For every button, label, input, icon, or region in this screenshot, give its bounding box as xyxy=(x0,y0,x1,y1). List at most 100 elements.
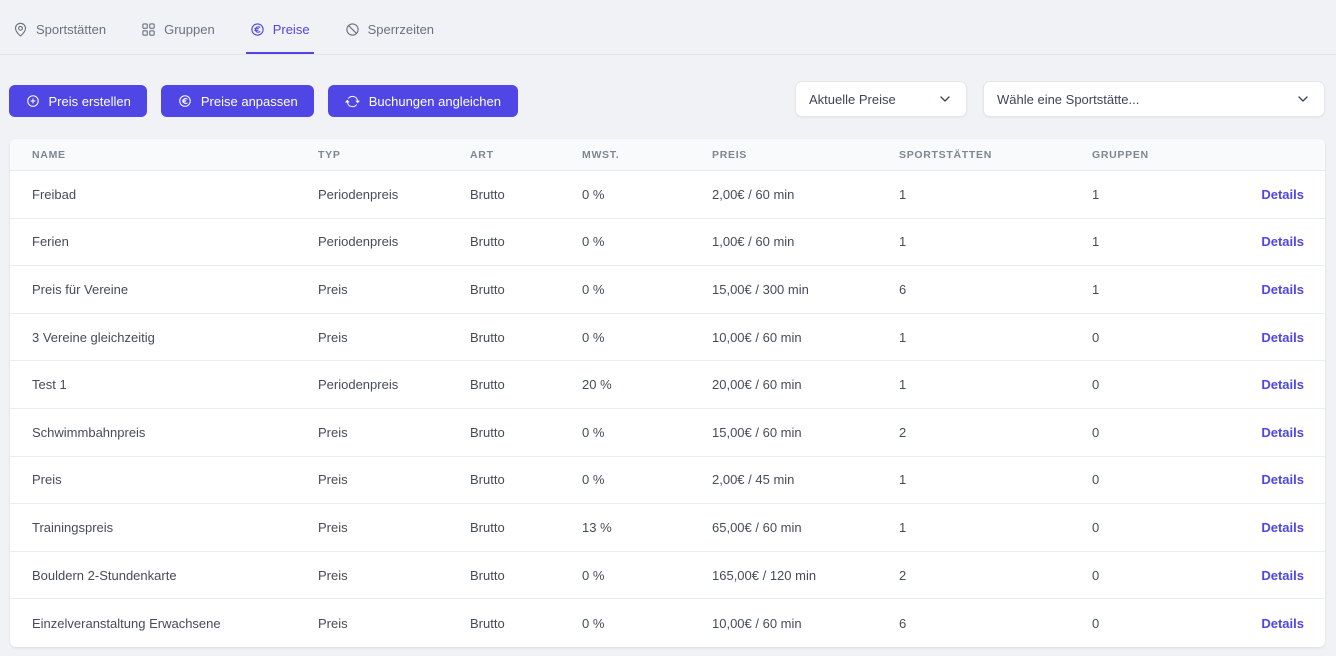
cell-preis: 10,00€ / 60 min xyxy=(712,615,802,631)
cell-art: Brutto xyxy=(470,472,505,488)
cell-name: Einzelveranstaltung Erwachsene xyxy=(32,615,221,631)
details-link[interactable]: Details xyxy=(1261,567,1304,583)
cell-art: Brutto xyxy=(470,281,505,297)
tab-label: Gruppen xyxy=(164,21,215,37)
cell-name: Ferien xyxy=(32,234,69,250)
details-link[interactable]: Details xyxy=(1261,234,1304,250)
cell-preis: 15,00€ / 300 min xyxy=(712,281,809,297)
button-label: Preise anpassen xyxy=(200,93,298,109)
cell-mwst: 0 % xyxy=(582,234,605,250)
column-header-name: Name xyxy=(32,148,66,161)
cell-mwst: 0 % xyxy=(582,567,605,583)
table-row: Trainingspreis Preis Brutto 13 % 65,00€ / 60… xyxy=(10,504,1325,552)
cell-preis: 10,00€ / 60 min xyxy=(712,329,802,345)
table-row: Bouldern 2-Stundenkarte Preis Brutto 0 % 165… xyxy=(10,552,1325,600)
cell-sportstaetten: 1 xyxy=(899,472,907,488)
tab-preise[interactable]: Preise xyxy=(245,6,314,54)
cell-typ: Preis xyxy=(318,567,348,583)
cell-name: 3 Vereine gleichzeitig xyxy=(32,329,155,345)
toolbar: Preis erstellen Preise anpassen Buchunge… xyxy=(9,81,1325,117)
cell-typ: Periodenpreis xyxy=(318,377,399,393)
adjust-prices-button[interactable]: Preise anpassen xyxy=(161,85,315,117)
cell-art: Brutto xyxy=(470,567,505,583)
prices-table-card: Name Typ Art MwSt. Preis Sportstätten Gruppen … xyxy=(10,139,1325,647)
cell-preis: 65,00€ / 60 min xyxy=(712,519,802,535)
cell-gruppen: 0 xyxy=(1092,377,1100,393)
plus-circle-icon xyxy=(26,95,39,107)
tab-label: Sperrzeiten xyxy=(367,21,435,37)
cell-preis: 165,00€ / 120 min xyxy=(712,567,817,583)
table-row: Preis für Vereine Preis Brutto 0 % 15,00€ / … xyxy=(10,266,1325,314)
cell-sportstaetten: 1 xyxy=(899,234,907,250)
column-header-art: Art xyxy=(470,148,494,161)
cell-mwst: 0 % xyxy=(582,424,605,440)
cell-art: Brutto xyxy=(470,186,505,202)
euro-circle-icon xyxy=(251,22,264,36)
cell-art: Brutto xyxy=(470,377,505,393)
cell-gruppen: 0 xyxy=(1092,329,1100,345)
facility-select-placeholder: Wähle eine Sportstätte... xyxy=(997,91,1140,107)
cell-name: Trainingspreis xyxy=(32,519,114,535)
cell-art: Brutto xyxy=(470,424,505,440)
cell-name: Preis xyxy=(32,472,62,488)
cell-name: Schwimmbahnpreis xyxy=(32,424,146,440)
cell-art: Brutto xyxy=(470,615,505,631)
cell-name: Test 1 xyxy=(32,377,67,393)
price-state-value: Aktuelle Preise xyxy=(809,91,896,107)
cell-mwst: 0 % xyxy=(582,472,605,488)
cell-preis: 2,00€ / 45 min xyxy=(712,472,795,488)
column-header-typ: Typ xyxy=(318,148,341,161)
cell-gruppen: 0 xyxy=(1092,424,1100,440)
cell-name: Preis für Vereine xyxy=(32,281,129,297)
cell-mwst: 20 % xyxy=(582,377,612,393)
cell-mwst: 13 % xyxy=(582,519,612,535)
details-link[interactable]: Details xyxy=(1261,377,1304,393)
chevron-down-icon xyxy=(1298,96,1308,102)
details-link[interactable]: Details xyxy=(1261,424,1304,440)
details-link[interactable]: Details xyxy=(1261,186,1304,202)
tab-label: Sportstätten xyxy=(36,21,107,37)
cell-name: Freibad xyxy=(32,186,77,202)
align-bookings-button[interactable]: Buchungen angleichen xyxy=(328,85,518,117)
button-label: Preis erstellen xyxy=(48,93,131,109)
cell-preis: 15,00€ / 60 min xyxy=(712,424,802,440)
cell-preis: 2,00€ / 60 min xyxy=(712,186,795,202)
button-label: Buchungen angleichen xyxy=(368,93,501,109)
cell-sportstaetten: 6 xyxy=(899,615,907,631)
cell-typ: Preis xyxy=(318,329,348,345)
table-row: 3 Vereine gleichzeitig Preis Brutto 0 % 10,0… xyxy=(10,314,1325,362)
cell-typ: Periodenpreis xyxy=(318,234,399,250)
cell-mwst: 0 % xyxy=(582,615,605,631)
column-header-preis: Preis xyxy=(712,148,748,161)
details-link[interactable]: Details xyxy=(1261,472,1304,488)
column-header-gruppen: Gruppen xyxy=(1092,148,1149,161)
price-state-select[interactable]: Aktuelle Preise xyxy=(795,81,967,117)
cell-art: Brutto xyxy=(470,519,505,535)
tab-gruppen[interactable]: Gruppen xyxy=(137,6,219,54)
euro-circle-icon xyxy=(179,95,191,107)
tab-sperrzeiten[interactable]: Sperrzeiten xyxy=(341,6,438,54)
refresh-icon xyxy=(344,95,360,107)
cell-gruppen: 1 xyxy=(1092,186,1100,202)
table-row: Schwimmbahnpreis Preis Brutto 0 % 15,00€ / 6… xyxy=(10,409,1325,457)
details-link[interactable]: Details xyxy=(1261,281,1304,297)
cell-typ: Preis xyxy=(318,615,348,631)
details-link[interactable]: Details xyxy=(1261,519,1304,535)
chevron-down-icon xyxy=(940,96,950,102)
grid-icon xyxy=(142,22,155,36)
cell-art: Brutto xyxy=(470,329,505,345)
table-row: Preis Preis Brutto 0 % 2,00€ / 45 min 1 0 Detai… xyxy=(10,457,1325,505)
details-link[interactable]: Details xyxy=(1261,329,1304,345)
cell-mwst: 0 % xyxy=(582,329,605,345)
facility-select[interactable]: Wähle eine Sportstätte... xyxy=(983,81,1325,117)
cell-gruppen: 0 xyxy=(1092,615,1100,631)
table-row: Freibad Periodenpreis Brutto 0 % 2,00€ / 60 … xyxy=(10,171,1325,219)
tab-sportstaetten[interactable]: Sportstätten xyxy=(9,6,110,54)
cell-gruppen: 1 xyxy=(1092,234,1100,250)
cell-gruppen: 1 xyxy=(1092,281,1100,297)
cell-sportstaetten: 2 xyxy=(899,424,907,440)
details-link[interactable]: Details xyxy=(1261,615,1304,631)
cell-sportstaetten: 6 xyxy=(899,281,907,297)
cell-name: Bouldern 2-Stundenkarte xyxy=(32,567,177,583)
create-price-button[interactable]: Preis erstellen xyxy=(9,85,148,117)
